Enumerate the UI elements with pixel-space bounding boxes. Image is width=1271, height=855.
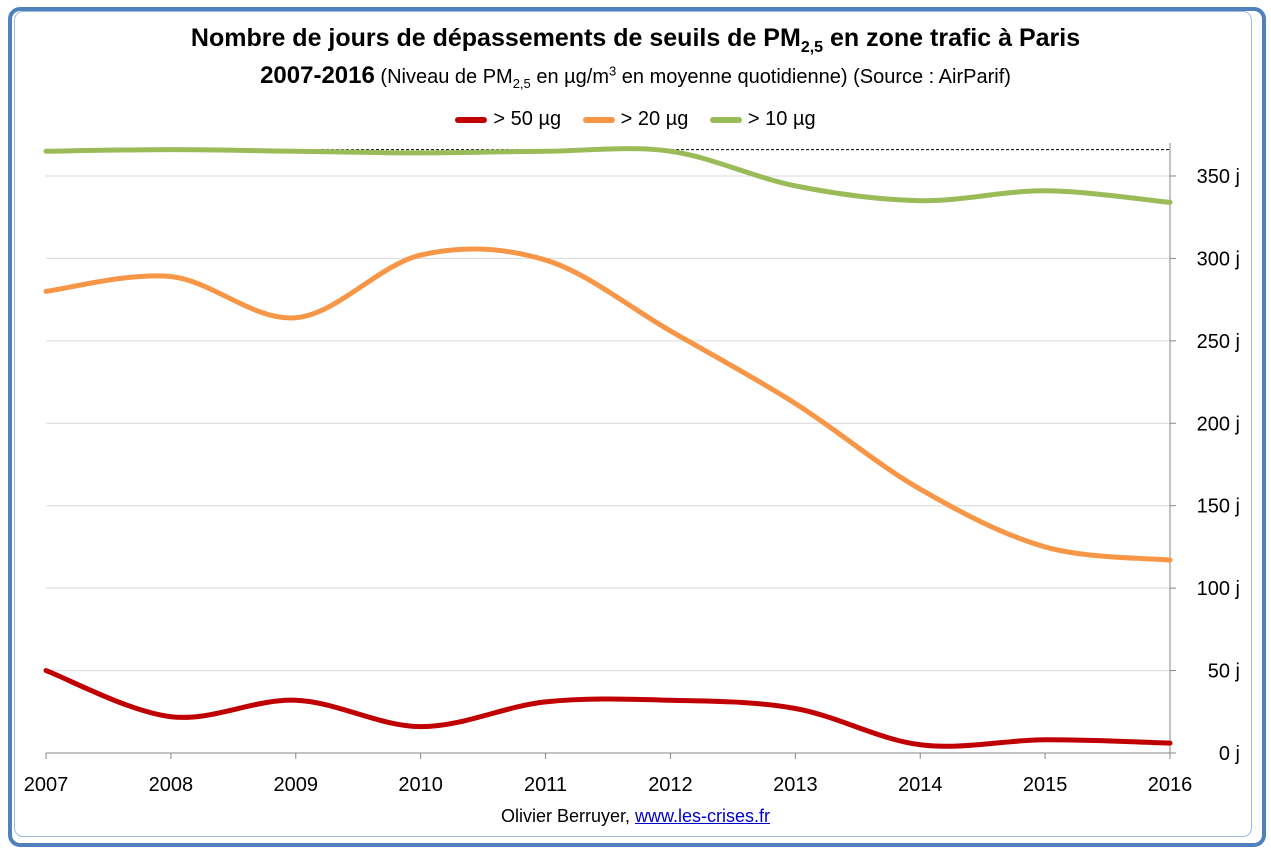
title-main-suffix: en zone trafic à Paris [823,24,1081,52]
legend-swatch-20 [582,116,615,123]
credit-link[interactable]: www.les-crises.fr [635,806,771,826]
chart-frame-inner [14,11,1252,837]
subtitle-mid: en µg/m [530,66,610,88]
y-tick-label-150: 150 j [1197,496,1240,518]
y-tick-label-200: 200 j [1197,413,1240,435]
y-tick-label-300: 300 j [1197,248,1240,270]
x-tick-label-2011: 2011 [524,774,567,796]
legend-label-20: > 20 µg [620,108,689,131]
x-tick-label-2010: 2010 [398,774,443,796]
y-tick-label-350: 350 j [1197,166,1240,188]
chart-legend: > 50 µg > 20 µg > 10 µg [0,108,1271,131]
subtitle-subscript: 2,5 [512,76,531,91]
y-tick-label-100: 100 j [1197,578,1240,600]
legend-swatch-10 [709,116,742,123]
subtitle-suffix: en moyenne quotidienne) (Source : AirPar… [616,66,1011,88]
x-tick-label-2013: 2013 [773,774,818,796]
series-line-20 [43,246,1173,563]
x-tick-label-2014: 2014 [898,774,943,796]
x-tick-label-2015: 2015 [1023,774,1068,796]
chart-title: Nombre de jours de dépassements de seuil… [0,24,1271,57]
x-tick-label-2009: 2009 [274,774,319,796]
legend-item-10: > 10 µg [709,108,816,131]
legend-label-10: > 10 µg [747,108,816,131]
series-line-10 [43,146,1173,205]
title-main-prefix: Nombre de jours de dépassements de seuil… [190,24,801,52]
legend-swatch-50 [455,116,488,123]
x-tick-label-2008: 2008 [149,774,194,796]
credit-author: Olivier Berruyer, [500,806,636,826]
y-tick-label-0: 0 j [1219,743,1240,765]
legend-item-20: > 20 µg [582,108,689,131]
x-tick-label-2007: 2007 [24,774,69,796]
legend-label-50: > 50 µg [493,108,562,131]
x-tick-label-2016: 2016 [1148,774,1193,796]
y-tick-label-50: 50 j [1208,661,1240,683]
credit-line: Olivier Berruyer, www.les-crises.fr [0,806,1271,827]
subtitle-prefix: (Niveau de PM [374,66,513,88]
subtitle-superscript: 3 [609,63,617,79]
legend-item-50: > 50 µg [455,108,561,131]
title-years: 2007-2016 [260,62,375,89]
x-tick-label-2012: 2012 [648,774,693,796]
y-tick-label-250: 250 j [1197,331,1240,353]
series-line-50 [43,668,1173,749]
title-main-subscript: 2,5 [800,39,824,56]
chart-subtitle: 2007-2016 (Niveau de PM2,5 en µg/m3 en m… [0,62,1271,91]
